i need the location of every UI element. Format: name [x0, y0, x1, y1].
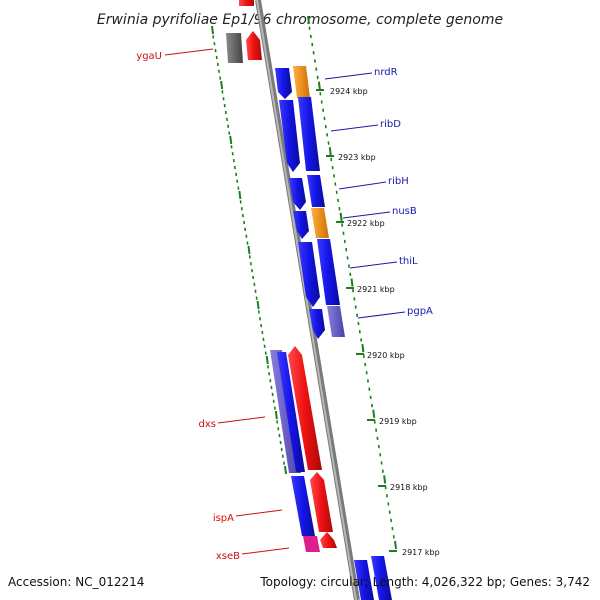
scale-tick — [265, 355, 269, 365]
gene-glyph-nrdR-blue[interactable] — [275, 68, 292, 99]
kbp-marker-2920: 2920 kbp — [367, 351, 405, 360]
chromosome-backbone — [255, 0, 360, 600]
gene-label-thiL[interactable]: thiL — [399, 256, 418, 267]
leader-line-nrdR — [324, 72, 373, 80]
leader-line-ygaU — [164, 48, 214, 56]
kbp-marker-2917: 2917 kbp — [402, 548, 440, 557]
leader-line-thiL — [349, 261, 398, 269]
gene-label-nrdR[interactable]: nrdR — [374, 67, 398, 78]
gene-glyph-ygaU-gray[interactable] — [226, 33, 243, 63]
leader-line-ribH — [338, 181, 387, 190]
gene-glyph-ygaU[interactable] — [246, 31, 262, 60]
map-title: Erwinia pyrifoliae Ep1/96 chromosome, co… — [97, 12, 503, 28]
gene-glyph-thiL-left[interactable] — [298, 242, 320, 307]
scale-tick — [394, 540, 397, 550]
gene-labels-left: ygaU dxs ispA xseB — [136, 48, 290, 562]
gene-glyphs — [226, 0, 392, 600]
kbp-marker-2922: 2922 kbp — [347, 219, 385, 228]
gene-label-nusB[interactable]: nusB — [392, 206, 417, 217]
gene-glyph-ribH[interactable] — [307, 175, 325, 207]
accession-text: Accession: NC_012214 — [8, 575, 144, 589]
gene-glyph-top-stub[interactable] — [239, 0, 254, 6]
scale-tick — [256, 300, 260, 310]
scale-tick — [317, 81, 321, 90]
kbp-marker-2921: 2921 kbp — [357, 285, 395, 294]
gene-glyph-thiL[interactable] — [317, 239, 340, 305]
gene-glyph-nusB-left[interactable] — [293, 211, 309, 239]
leader-line-ispA — [235, 509, 283, 517]
kbp-markers: 2924 kbp 2923 kbp 2922 kbp 2921 kbp 2920… — [316, 87, 440, 557]
kbp-marker-2919: 2919 kbp — [379, 417, 417, 426]
gene-glyph-ispA-blue[interactable] — [291, 476, 315, 536]
kbp-marker-2924: 2924 kbp — [330, 87, 368, 96]
gene-glyph-nrdR[interactable] — [293, 66, 310, 98]
scale-tick — [361, 344, 365, 353]
scale-tick — [274, 410, 278, 420]
gene-glyph-ribD-left[interactable] — [279, 100, 300, 172]
scale-tick — [229, 135, 233, 145]
scale-tick — [211, 25, 214, 35]
gene-glyph-ribD[interactable] — [298, 97, 320, 171]
gene-label-xseB[interactable]: xseB — [216, 551, 240, 562]
gene-label-ygaU[interactable]: ygaU — [136, 51, 162, 62]
gene-glyph-pgpA[interactable] — [327, 306, 345, 337]
scale-tick — [350, 278, 354, 287]
scale-tick — [220, 80, 224, 90]
scale-tick — [284, 465, 287, 475]
leader-line-xseB — [241, 547, 290, 555]
gene-glyph-dxs-blue[interactable] — [277, 352, 305, 472]
gene-glyph-dxs[interactable] — [288, 346, 322, 470]
gene-glyph-xseB[interactable] — [320, 532, 337, 548]
kbp-marker-2918: 2918 kbp — [390, 483, 428, 492]
scale-tick — [307, 15, 310, 25]
leader-line-pgpA — [357, 311, 406, 319]
scale-tick — [339, 212, 343, 221]
scale-ticks — [211, 15, 397, 550]
scale-tick — [328, 147, 332, 156]
gene-glyph-pgpA-left[interactable] — [309, 309, 325, 339]
gene-glyph-bottom-right[interactable] — [371, 556, 392, 600]
gene-label-ribD[interactable]: ribD — [380, 119, 401, 130]
gene-label-ispA[interactable]: ispA — [213, 513, 234, 524]
gene-glyph-xseB-magenta[interactable] — [303, 536, 320, 552]
gene-glyph-ribH-left[interactable] — [289, 178, 306, 210]
scale-tick — [383, 475, 387, 484]
gene-label-dxs[interactable]: dxs — [199, 419, 216, 430]
scale-tick — [372, 409, 376, 418]
gene-label-ribH[interactable]: ribH — [388, 176, 409, 187]
leader-line-ribD — [330, 124, 379, 132]
gene-glyph-ispA[interactable] — [310, 472, 333, 532]
scale-tick — [247, 245, 251, 255]
gene-label-pgpA[interactable]: pgpA — [407, 306, 433, 317]
leader-line-nusB — [342, 211, 391, 219]
scale-tick — [238, 190, 242, 200]
leader-line-dxs — [217, 416, 266, 424]
gene-glyph-nusB[interactable] — [311, 208, 329, 238]
kbp-marker-2923: 2923 kbp — [338, 153, 376, 162]
gene-glyph-bottom-left[interactable] — [354, 560, 374, 600]
gene-labels-right: nrdR ribD ribH nusB thiL pgpA — [324, 67, 433, 319]
topology-text: Topology: circular; Length: 4,026,322 bp… — [259, 575, 590, 589]
